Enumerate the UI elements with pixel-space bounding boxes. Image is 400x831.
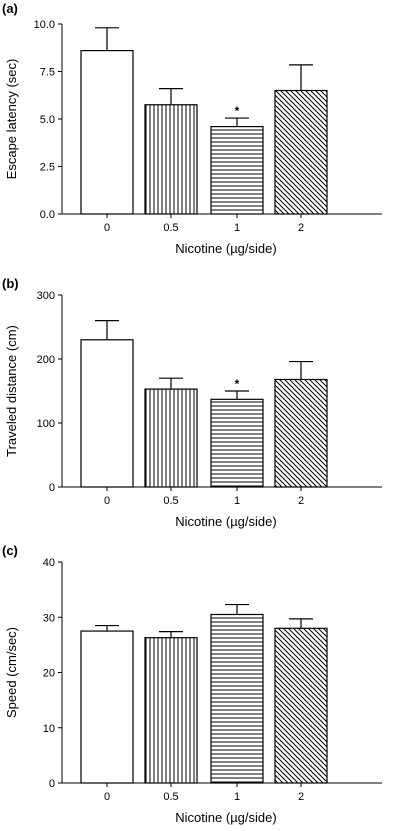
x-tick-label: 0 <box>104 222 110 234</box>
y-axis-label: Speed (cm/sec) <box>4 627 19 718</box>
y-tick-label: 300 <box>37 290 55 302</box>
x-tick-label: 2 <box>298 222 304 234</box>
significance-marker: * <box>235 377 240 391</box>
bar <box>80 630 134 784</box>
x-tick-label: 1 <box>234 222 240 234</box>
bar <box>80 339 134 488</box>
x-tick-label: 1 <box>234 791 240 803</box>
x-tick-label: 0.5 <box>163 222 178 234</box>
bar <box>144 104 198 215</box>
bar <box>274 627 328 784</box>
panel-label: (a) <box>2 1 18 16</box>
y-tick-label: 2.5 <box>40 162 55 174</box>
panel-label: (c) <box>2 543 18 558</box>
x-tick-label: 2 <box>298 495 304 507</box>
bar <box>274 89 328 215</box>
y-tick-label: 30 <box>43 612 55 624</box>
bar <box>144 637 198 784</box>
bar <box>210 125 264 215</box>
x-axis-label: Nicotine (µg/side) <box>175 810 276 825</box>
y-tick-label: 7.5 <box>40 67 55 79</box>
x-axis-label: Nicotine (µg/side) <box>175 514 276 529</box>
chart-panel-1: (a) 0.0 2.5 5.0 7.5 10.0 0 0.5 * 1 2 Nicotine (µg/s… <box>2 1 382 256</box>
y-tick-label: 0 <box>49 778 55 790</box>
x-tick-label: 0 <box>104 791 110 803</box>
x-axis-label: Nicotine (µg/side) <box>175 241 276 256</box>
y-axis-label: Escape latency (sec) <box>4 59 19 180</box>
x-tick-label: 0.5 <box>163 495 178 507</box>
bar <box>274 378 328 488</box>
bar <box>210 398 264 488</box>
y-tick-label: 200 <box>37 354 55 366</box>
y-tick-label: 5.0 <box>40 114 55 126</box>
chart-panel-2: (b) 0 100 200 300 0 0.5 * 1 2 Nicotine (µg/side) Tr… <box>2 276 382 529</box>
bar <box>144 388 198 488</box>
y-tick-label: 40 <box>43 557 55 569</box>
panel-label: (b) <box>2 276 19 291</box>
y-tick-label: 20 <box>43 668 55 680</box>
significance-marker: * <box>235 104 240 118</box>
y-tick-label: 100 <box>37 418 55 430</box>
bar <box>210 613 264 784</box>
x-tick-label: 1 <box>234 495 240 507</box>
y-tick-label: 10 <box>43 723 55 735</box>
y-tick-label: 0.0 <box>40 209 55 221</box>
y-tick-label: 0 <box>49 482 55 494</box>
chart-panel-3: (c) 0 10 20 30 40 0 0.5 1 2 Nicotine (µg/side) Spee… <box>2 543 382 825</box>
x-tick-label: 2 <box>298 791 304 803</box>
y-axis-label: Traveled distance (cm) <box>4 325 19 457</box>
bar <box>80 49 134 215</box>
x-tick-label: 0.5 <box>163 791 178 803</box>
x-tick-label: 0 <box>104 495 110 507</box>
y-tick-label: 10.0 <box>34 19 55 31</box>
